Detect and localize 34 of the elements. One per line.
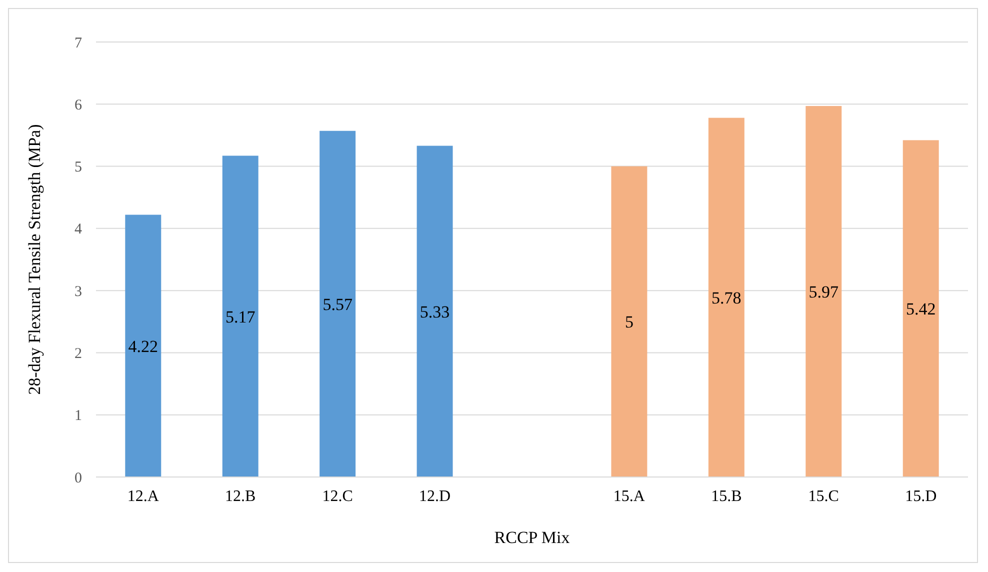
data-label: 5.78 xyxy=(712,288,742,308)
y-tick-label: 0 xyxy=(74,470,82,486)
y-tick-label: 7 xyxy=(74,35,82,52)
bar xyxy=(125,214,162,477)
x-axis-title: RCCP Mix xyxy=(494,528,570,547)
x-tick-label: 15.B xyxy=(711,488,742,505)
y-tick-label: 6 xyxy=(74,97,82,114)
bar xyxy=(902,140,939,477)
x-tick-label: 15.C xyxy=(808,488,839,505)
bar xyxy=(222,156,258,477)
x-tick-label: 15.A xyxy=(613,488,646,505)
y-tick-label: 4 xyxy=(74,222,82,238)
data-label: 5 xyxy=(624,312,634,332)
bar xyxy=(320,130,356,477)
y-tick-label: 1 xyxy=(74,408,82,424)
y-tick-label: 3 xyxy=(74,284,82,300)
y-axis-title: 28-day Flexural Tensile Strength (MPa) xyxy=(25,124,44,395)
x-tick-label: 12.C xyxy=(322,488,353,505)
bar xyxy=(708,118,744,477)
x-tick-label: 12.A xyxy=(127,488,160,505)
bar xyxy=(806,106,842,477)
x-tick-label: 15.D xyxy=(905,488,937,505)
bar xyxy=(611,166,648,477)
bar xyxy=(416,146,453,477)
data-label: 5.97 xyxy=(808,282,840,302)
data-label: 5.42 xyxy=(906,300,936,319)
y-tick-label: 2 xyxy=(74,346,82,362)
data-label: 5.57 xyxy=(322,294,353,314)
data-label: 5.33 xyxy=(420,302,450,322)
x-tick-label: 12.B xyxy=(225,488,256,505)
data-label: 4.22 xyxy=(128,336,158,356)
x-tick-label: 12.D xyxy=(419,488,451,505)
y-tick-label: 5 xyxy=(74,160,82,176)
data-label: 5.17 xyxy=(225,307,256,326)
